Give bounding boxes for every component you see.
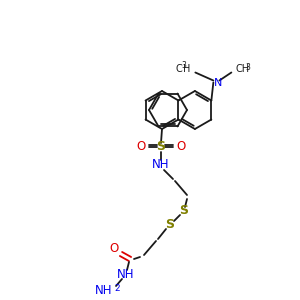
Text: NH: NH xyxy=(117,268,135,281)
Text: O: O xyxy=(176,140,186,154)
Text: S: S xyxy=(179,205,188,218)
Text: H: H xyxy=(183,64,190,74)
Text: S: S xyxy=(157,140,166,154)
Text: 3: 3 xyxy=(245,62,250,71)
Text: 3: 3 xyxy=(182,61,186,70)
Text: O: O xyxy=(110,242,118,256)
Text: 2: 2 xyxy=(114,284,120,293)
Text: C: C xyxy=(176,64,182,74)
Text: S: S xyxy=(166,218,175,232)
Text: NH: NH xyxy=(152,158,170,172)
Text: NH: NH xyxy=(95,284,113,298)
Text: O: O xyxy=(136,140,146,154)
Text: CH: CH xyxy=(236,64,250,74)
Text: N: N xyxy=(214,77,223,88)
